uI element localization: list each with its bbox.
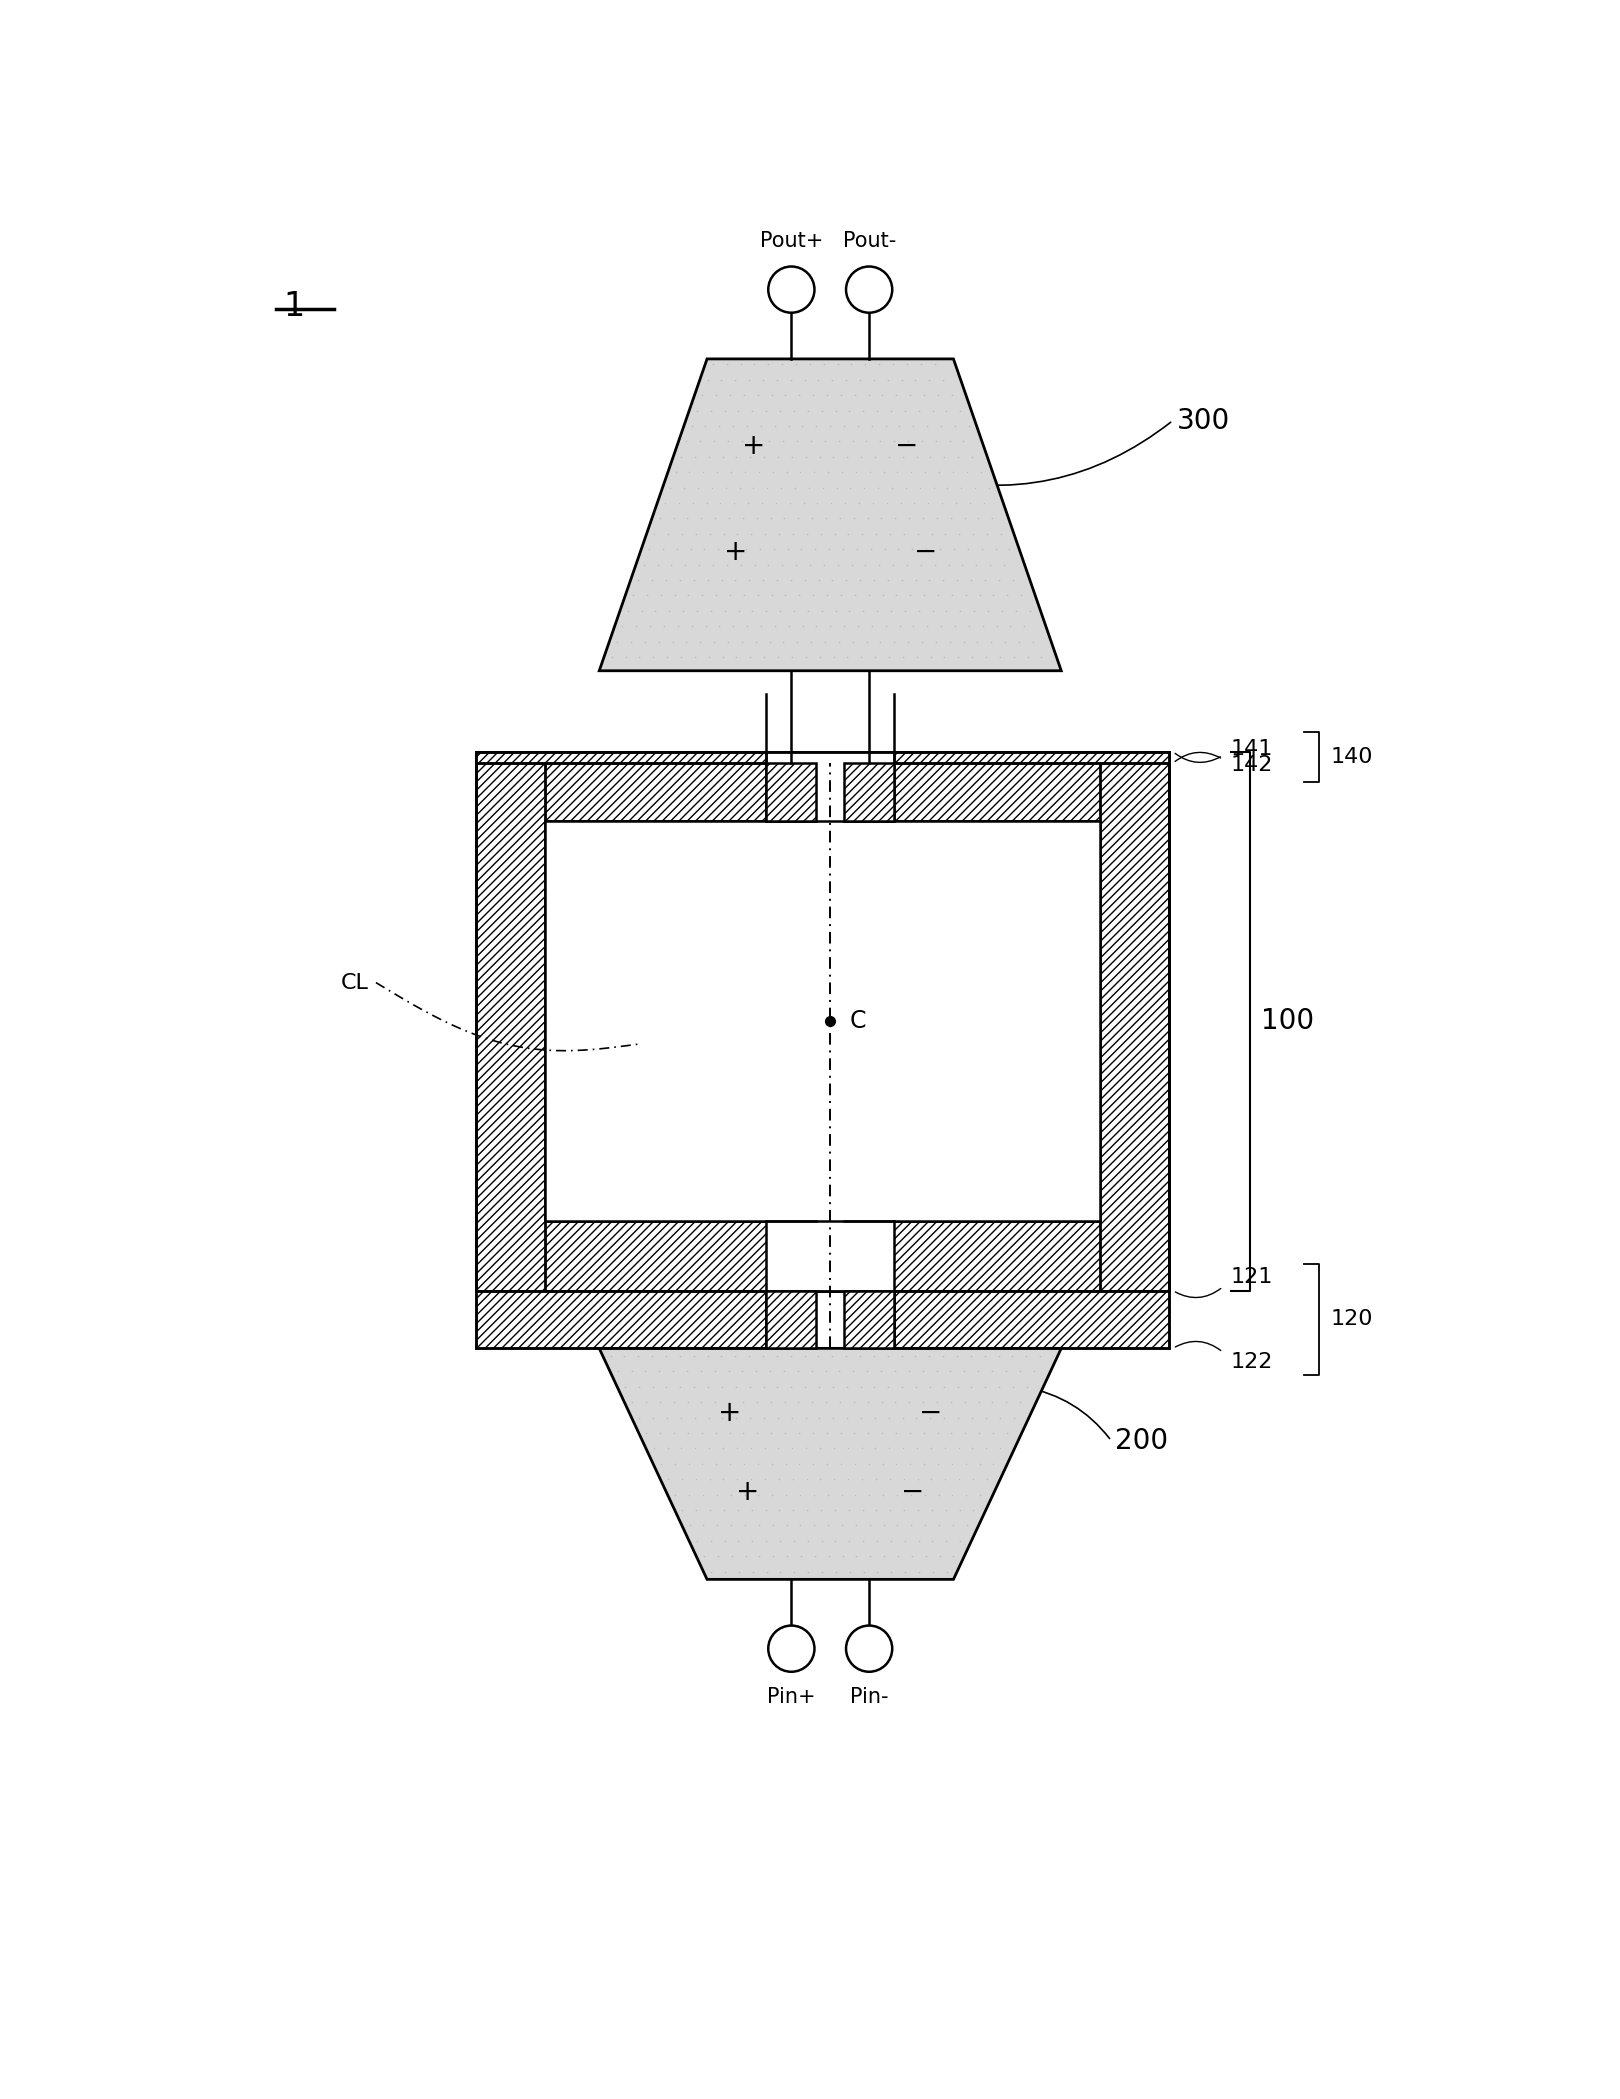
Bar [476,1291,766,1348]
Polygon shape [599,1348,1061,1578]
Text: +: + [742,432,765,460]
Text: 122: 122 [1231,1352,1273,1373]
Bar [476,751,546,1291]
Bar [476,1222,1170,1291]
Text: 142: 142 [1231,756,1273,775]
Text: Pin+: Pin+ [766,1688,816,1706]
Text: 200: 200 [1115,1427,1168,1455]
Text: −: − [914,537,936,567]
Text: +: + [718,1400,742,1427]
Text: Pout+: Pout+ [760,231,823,252]
Text: −: − [919,1400,943,1427]
Text: −: − [896,432,919,460]
Bar [766,764,816,821]
Bar [546,821,1100,1222]
Bar [476,751,1170,1291]
Polygon shape [599,359,1061,672]
Bar [844,1291,894,1348]
Text: 300: 300 [1176,407,1230,434]
Circle shape [768,267,815,313]
Bar [766,1222,894,1291]
Text: 141: 141 [1231,739,1273,760]
Text: C: C [849,1010,867,1033]
Text: CL: CL [340,972,368,993]
Text: +: + [737,1478,760,1505]
Text: 140: 140 [1330,747,1374,768]
Bar [766,1291,816,1348]
Text: 100: 100 [1262,1008,1314,1035]
Bar [1100,751,1170,1291]
Bar [894,751,1170,764]
Text: Pout-: Pout- [842,231,896,252]
Text: −: − [901,1478,923,1505]
Circle shape [846,267,893,313]
Bar [476,751,1170,821]
Text: Pin-: Pin- [850,1688,888,1706]
Circle shape [846,1625,893,1671]
Bar [894,1291,1170,1348]
Text: +: + [724,537,747,567]
Circle shape [768,1625,815,1671]
Bar [844,764,894,821]
Bar [766,751,894,821]
Text: 121: 121 [1231,1268,1273,1287]
Text: 1: 1 [284,290,305,323]
Bar [476,751,766,764]
Text: 120: 120 [1330,1310,1374,1329]
